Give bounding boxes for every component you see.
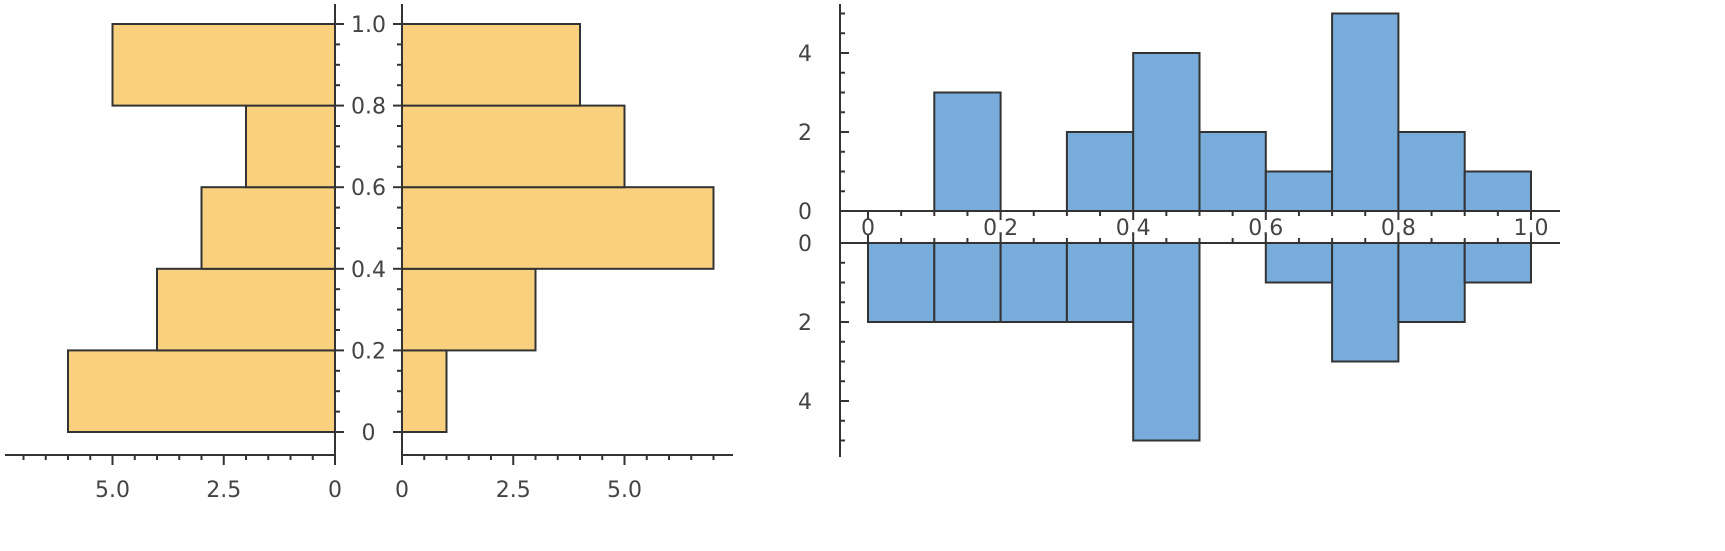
top-bar bbox=[1132, 52, 1201, 212]
x-tick-label: 1.0 bbox=[1514, 216, 1549, 241]
x-tick-label: 0.4 bbox=[1116, 216, 1151, 241]
top-y-tick-label: 0 bbox=[798, 200, 812, 225]
bottom-bar bbox=[867, 242, 936, 323]
x-tick-label: 0 bbox=[395, 478, 409, 503]
left-bar bbox=[67, 349, 336, 433]
bottom-bar bbox=[1065, 242, 1135, 323]
right-paired-histogram: 0 0.2 0.4 0.6 0.8 1.0 0 2 4 0 2 4 bbox=[798, 4, 1560, 457]
x-tick-label: 0.8 bbox=[1381, 216, 1416, 241]
left-bar bbox=[200, 186, 336, 270]
right-bar bbox=[401, 23, 581, 107]
right-bar bbox=[401, 104, 626, 189]
right-bar bbox=[401, 186, 715, 270]
x-tick-label: 5.0 bbox=[95, 478, 130, 503]
y-tick-label: 1.0 bbox=[351, 13, 386, 38]
right-bar bbox=[401, 267, 537, 352]
top-bar bbox=[1331, 12, 1400, 212]
left-paired-histogram: 0 0.2 0.4 0.6 0.8 1.0 5.0 2.5 0 0 2.5 5.0 bbox=[5, 4, 733, 503]
left-bar bbox=[245, 104, 336, 189]
x-tick-label: 5.0 bbox=[607, 478, 642, 503]
x-tick-label: 2.5 bbox=[206, 478, 241, 503]
bottom-bar bbox=[1132, 242, 1201, 442]
top-bar bbox=[1198, 131, 1267, 212]
top-bar bbox=[1065, 131, 1135, 212]
x-tick-label: 0 bbox=[328, 478, 342, 503]
left-bar bbox=[111, 23, 336, 107]
bottom-y-tick-label: 4 bbox=[798, 390, 812, 415]
y-tick-label: 0.6 bbox=[351, 176, 386, 201]
bottom-bar bbox=[1331, 242, 1400, 363]
x-tick-label: 2.5 bbox=[496, 478, 531, 503]
y-tick-label: 0 bbox=[362, 421, 376, 446]
bottom-bar bbox=[933, 242, 1002, 323]
top-y-tick-label: 2 bbox=[798, 121, 812, 146]
bottom-bar bbox=[999, 242, 1068, 323]
bottom-bar bbox=[1463, 242, 1532, 284]
bottom-y-tick-label: 0 bbox=[798, 232, 812, 257]
y-tick-label: 0.8 bbox=[351, 95, 386, 120]
left-bar bbox=[156, 267, 336, 352]
x-tick-label: 0.2 bbox=[983, 216, 1018, 241]
bottom-bar bbox=[1397, 242, 1466, 323]
top-bar bbox=[1264, 170, 1334, 212]
y-tick-label: 0.4 bbox=[351, 258, 386, 283]
x-tick-label: 0.6 bbox=[1248, 216, 1283, 241]
top-bar bbox=[933, 91, 1002, 212]
x-tick-label: 0 bbox=[861, 216, 875, 241]
y-tick-label: 0.2 bbox=[351, 339, 386, 364]
top-y-tick-label: 4 bbox=[798, 42, 812, 67]
bottom-bar bbox=[1264, 242, 1334, 284]
right-bar bbox=[401, 349, 448, 433]
top-bar bbox=[1463, 170, 1532, 212]
top-bar bbox=[1397, 131, 1466, 212]
bottom-y-tick-label: 2 bbox=[798, 311, 812, 336]
